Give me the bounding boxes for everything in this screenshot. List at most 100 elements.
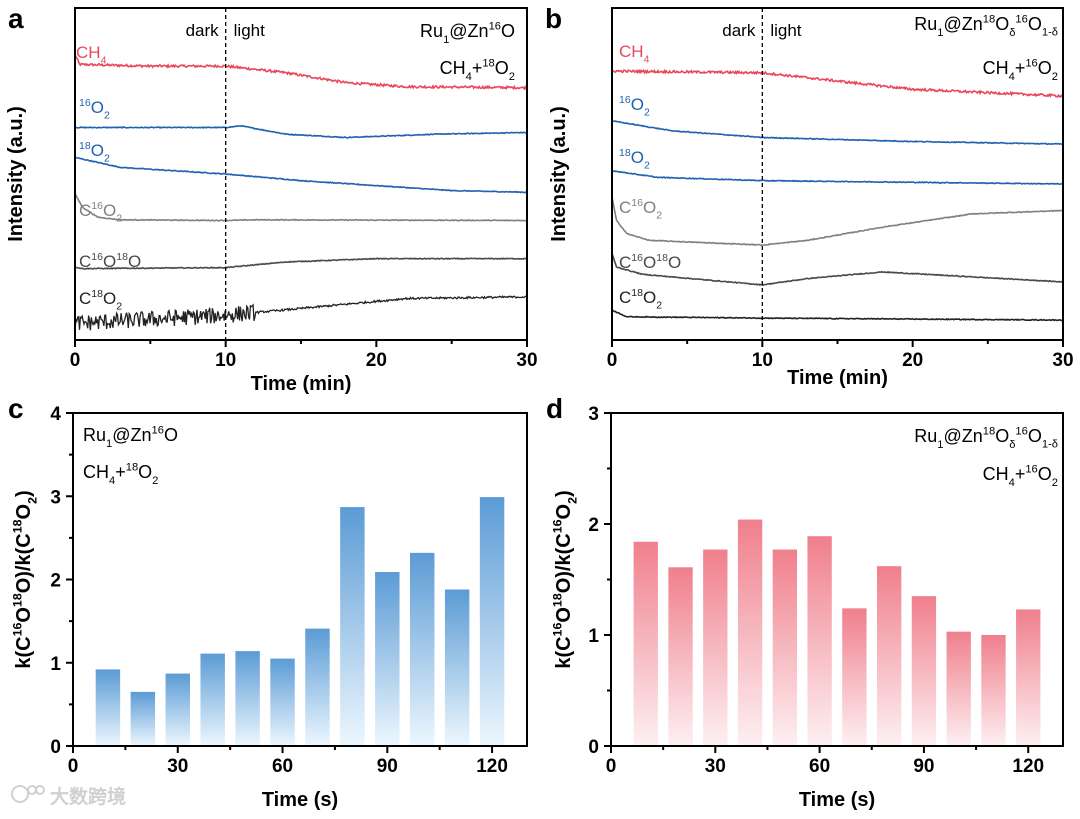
text-part: δ	[1009, 27, 1015, 39]
series-label: 18O2	[79, 140, 110, 165]
annotation: CH4+16O2	[983, 57, 1058, 82]
text-part: 18	[11, 519, 25, 533]
series-label: 18O2	[619, 147, 650, 172]
text-part: 2	[1052, 477, 1058, 489]
text-part: +	[472, 58, 483, 78]
series-line	[611, 253, 1064, 287]
text-part: δ	[1009, 439, 1015, 451]
text-part: 16	[91, 200, 103, 212]
y-tick-label: 3	[588, 404, 599, 425]
text-part: O	[631, 95, 644, 114]
text-part: 2	[104, 109, 110, 121]
x-tick-label: 0	[607, 350, 618, 371]
text-part: 1	[443, 34, 449, 46]
text-part: 18	[619, 147, 631, 159]
text-part: 18	[631, 287, 643, 299]
text-part: O	[1038, 58, 1052, 78]
x-axis-label: Time (min)	[787, 367, 888, 389]
x-tick-label: 30	[167, 756, 188, 777]
text-part: O	[643, 198, 656, 217]
text-part: 16	[551, 519, 565, 533]
bar	[946, 631, 971, 746]
text-part: CH	[83, 462, 109, 482]
x-tick-label: 60	[272, 756, 293, 777]
watermark: 大数跨境	[11, 785, 126, 808]
text-part: Ru	[914, 426, 937, 446]
text-part: @Zn	[943, 426, 982, 446]
y-tick-label: 1	[50, 654, 61, 675]
bar	[981, 635, 1006, 746]
y-tick-label: 3	[50, 487, 61, 508]
y-tick-label: 0	[50, 737, 61, 758]
text-part: 2	[116, 300, 122, 312]
text-part: +	[1015, 464, 1026, 484]
panel-letter: a	[8, 3, 24, 34]
text-part: O	[91, 98, 104, 117]
series-line	[74, 124, 528, 139]
x-tick-label: 10	[215, 350, 236, 371]
text-part: 18	[91, 288, 103, 300]
annotation: Ru1@Zn16O	[420, 20, 515, 45]
text-part: 16	[1015, 425, 1027, 437]
text-part: 2	[152, 475, 158, 487]
series-label: 16O2	[619, 94, 650, 119]
text-part: 4	[109, 475, 115, 487]
text-part: 1-δ	[1042, 439, 1058, 451]
text-part: O	[643, 253, 656, 272]
text-part: O	[631, 148, 644, 167]
x-tick-label: 30	[516, 350, 537, 371]
text-part: 16	[1025, 463, 1037, 475]
bar	[772, 549, 798, 746]
x-tick-label: 20	[366, 350, 387, 371]
text-part: 18	[79, 140, 91, 152]
text-part: O	[668, 253, 681, 272]
y-tick-label: 4	[50, 404, 61, 425]
text-part: O	[501, 21, 515, 41]
text-part: O	[138, 462, 152, 482]
text-part: 1	[937, 439, 943, 451]
bar	[375, 572, 400, 746]
text-part: CH	[440, 58, 466, 78]
text-part: @Zn	[943, 14, 982, 34]
bar	[165, 673, 190, 746]
text-part: )	[553, 490, 575, 497]
text-part: 2	[116, 212, 122, 224]
bar	[1016, 609, 1041, 746]
text-part: O	[103, 252, 116, 271]
x-axis-label: Time (s)	[799, 789, 875, 811]
text-part: CH	[983, 58, 1009, 78]
text-part: O	[103, 289, 116, 308]
y-axis-label: k(C16O18O)/k(C18O2)	[11, 490, 40, 668]
y-axis-label: Intensity (a.u.)	[548, 106, 570, 242]
text-part: 2	[656, 299, 662, 311]
text-part: 16	[631, 252, 643, 264]
text-part: O	[553, 607, 575, 623]
y-tick-label: 0	[588, 737, 599, 758]
text-part: +	[1015, 58, 1026, 78]
annotation: CH4+18O2	[83, 461, 158, 486]
bar	[737, 519, 763, 746]
bar	[95, 669, 121, 746]
text-part: 1	[937, 27, 943, 39]
text-part: 16	[1025, 57, 1037, 69]
x-tick-label: 120	[1012, 756, 1044, 777]
dark-label: dark	[186, 21, 220, 40]
text-part: 2	[644, 159, 650, 171]
bar	[410, 552, 435, 746]
text-part: 18	[126, 461, 138, 473]
text-part: @Zn	[112, 425, 151, 445]
x-tick-label: 0	[68, 756, 79, 777]
text-part: C	[619, 198, 631, 217]
text-part: O	[553, 504, 575, 520]
series-line	[74, 257, 528, 270]
text-part: 18	[11, 593, 25, 607]
text-part: 16	[619, 94, 631, 106]
series-label: C16O2	[619, 197, 662, 222]
dark-label: dark	[722, 21, 756, 40]
text-part: 18	[983, 13, 995, 25]
bar	[235, 651, 260, 746]
text-part: 4	[644, 53, 650, 65]
y-tick-label: 1	[588, 626, 599, 647]
